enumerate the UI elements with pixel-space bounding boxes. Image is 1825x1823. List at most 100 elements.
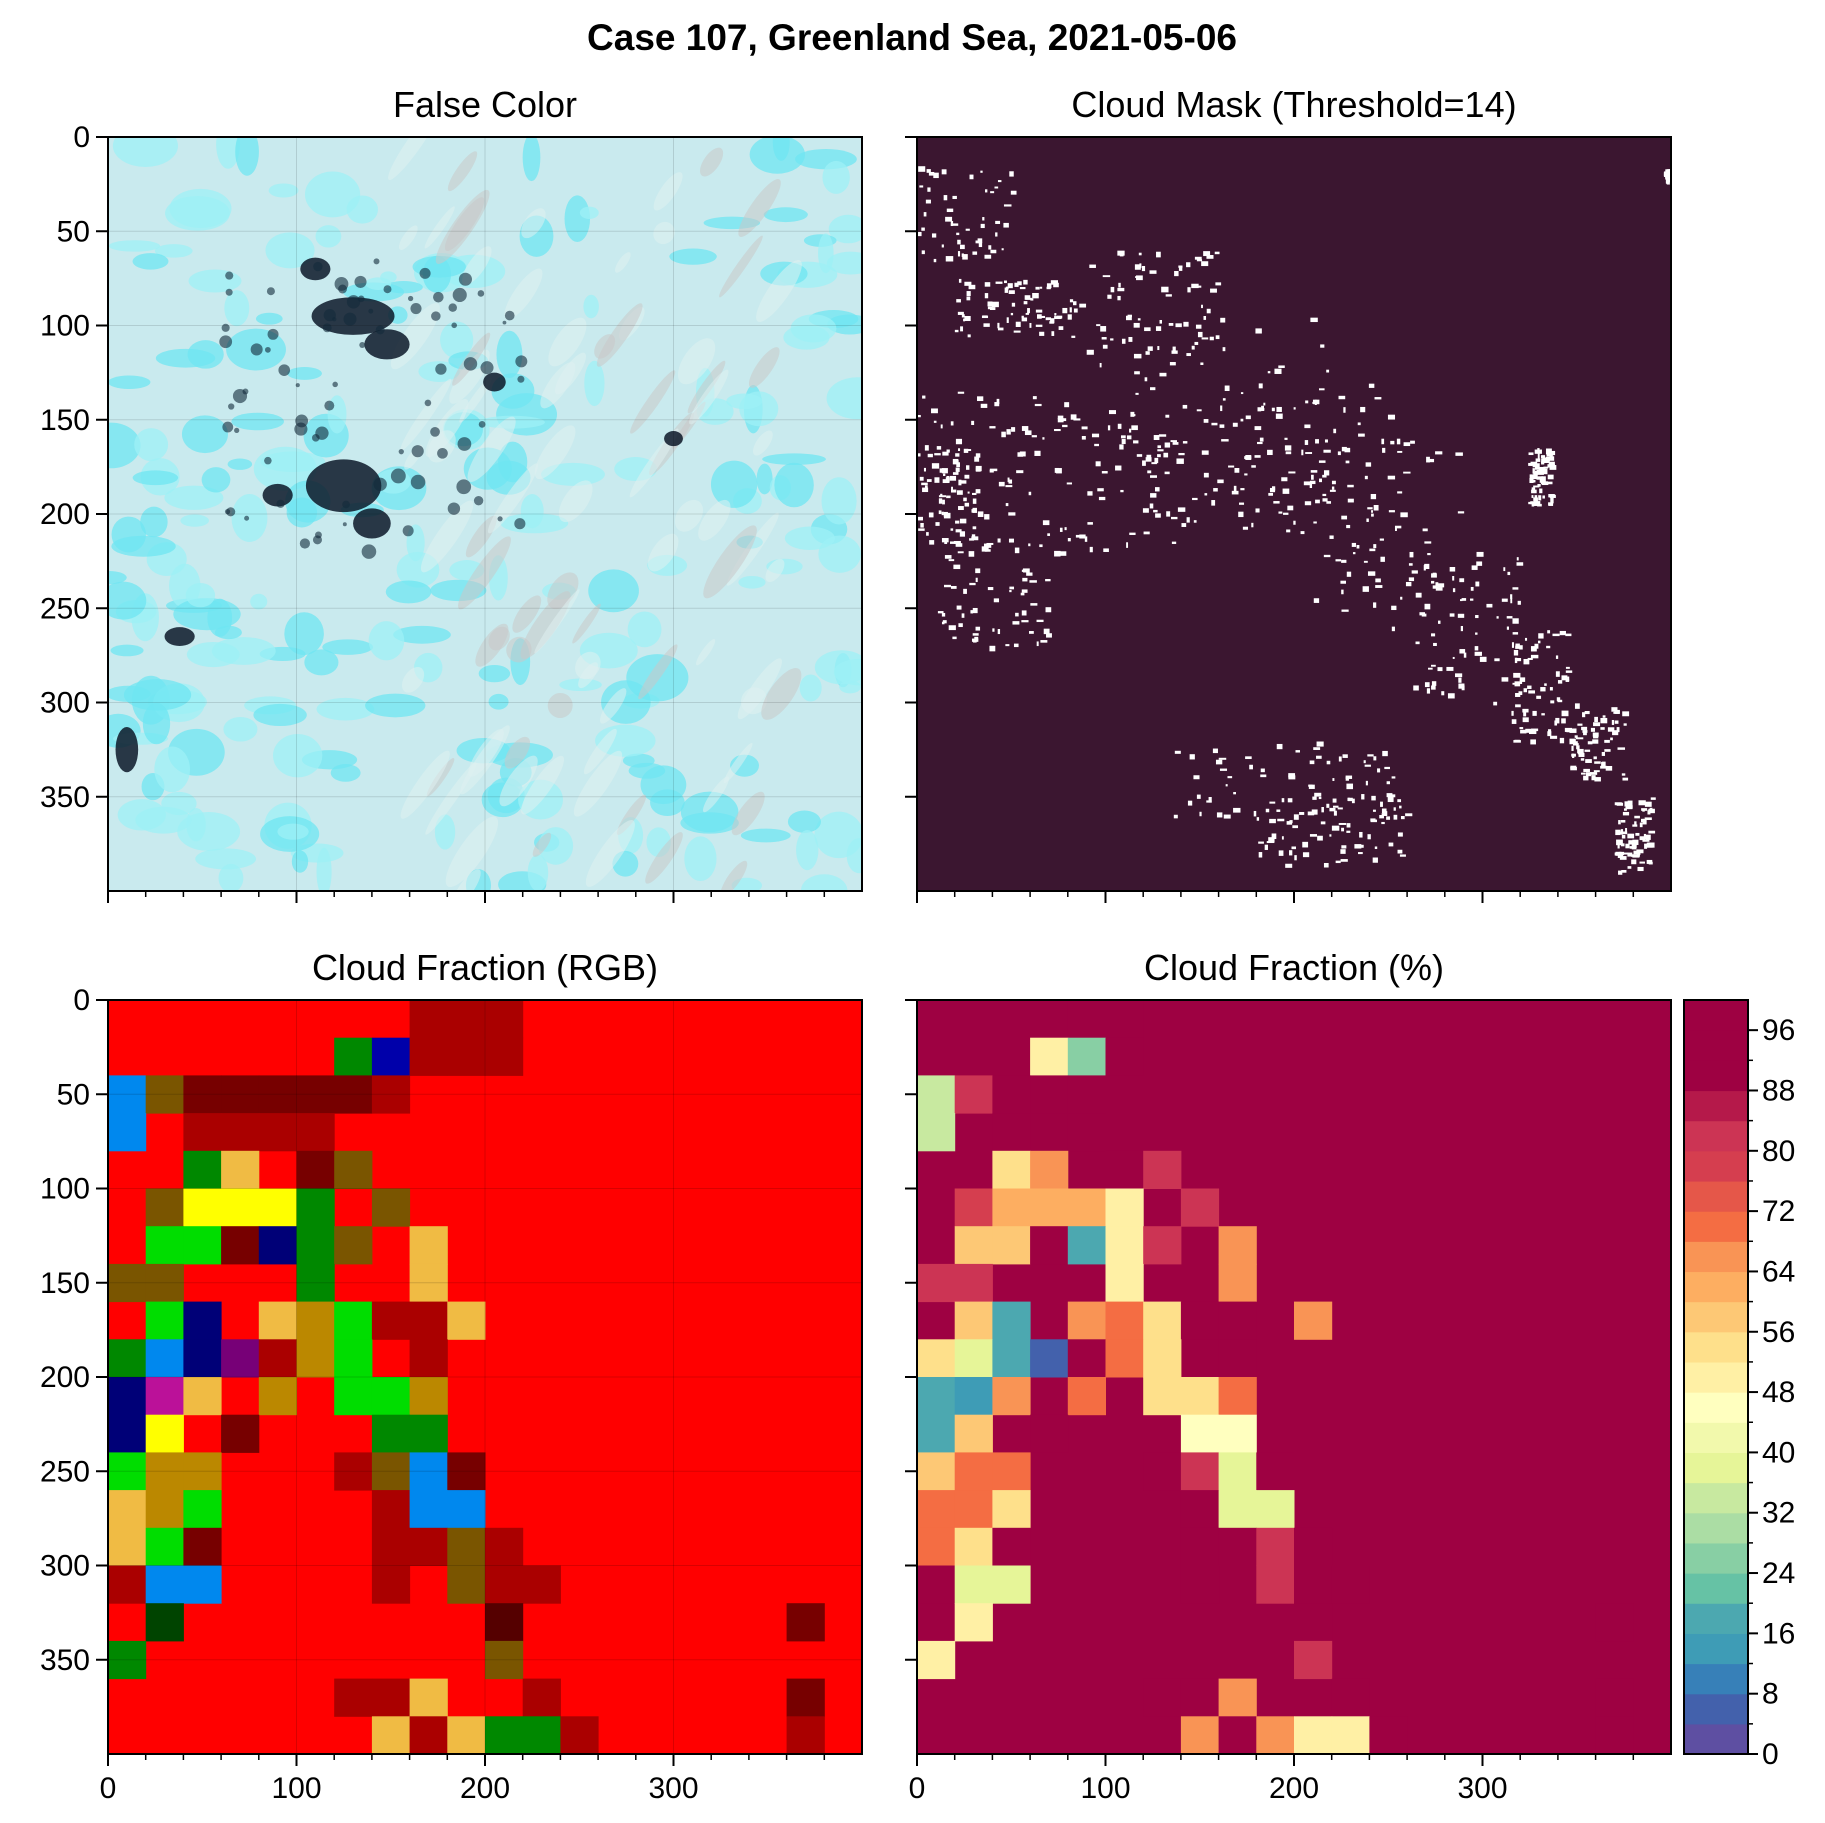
cell [1106,1151,1144,1189]
cell [992,1075,1030,1113]
cell [1068,1226,1106,1264]
cell [1181,1189,1219,1227]
cell [183,1113,221,1151]
cell [1143,1452,1181,1490]
panel-cf-rgb: Cloud Fraction (RGB)0 100 200 3000501001502… [40,947,862,1805]
colorbar-tick-label: 48 [1762,1376,1795,1409]
colorbar-segment [1684,1271,1748,1302]
cell [410,1377,448,1415]
cell [1106,1339,1144,1377]
cell [992,1151,1030,1189]
cell [917,1113,955,1151]
cell [787,1679,825,1717]
cell [259,1377,297,1415]
cell [372,1679,410,1717]
cell [146,1189,184,1227]
cell [917,1528,955,1566]
cell [1294,1641,1332,1679]
colorbar-segment [1684,1452,1748,1483]
cell [1294,1566,1332,1604]
cell [447,1038,485,1076]
x-tick-label: 0 [100,1772,117,1805]
colorbar-segment [1684,1362,1748,1393]
cell [485,1716,523,1754]
cell [183,1339,221,1377]
colorbar-tick-label: 96 [1762,1014,1795,1047]
cell [955,1415,993,1453]
cell [1219,1452,1257,1490]
cell [1596,1716,1634,1754]
cell [334,1377,372,1415]
cell [1256,1528,1294,1566]
cell [1332,1716,1370,1754]
cell [447,1528,485,1566]
panel-title: Cloud Mask (Threshold=14) [1071,84,1516,125]
x-tick-label: 100 [271,1772,321,1805]
cell [1068,1000,1106,1038]
cell [917,1452,955,1490]
colorbar-segment [1684,1724,1748,1755]
cell [183,1528,221,1566]
cell [1030,1113,1068,1151]
y-tick-label: 100 [40,1173,90,1206]
x-tick-label: 200 [1269,1772,1319,1805]
cell [992,1226,1030,1264]
cell [259,1189,297,1227]
cell [1143,1226,1181,1264]
colorbar-tick-label: 72 [1762,1195,1795,1228]
colorbar-tick-label: 0 [1762,1738,1779,1771]
colorbar-segment [1684,1633,1748,1664]
plot-area [917,1000,1671,1755]
cell [108,1415,146,1453]
cell [1596,1679,1634,1717]
colorbar-segment [1684,1392,1748,1423]
colorbar-segment [1684,1060,1748,1091]
cell [1256,1452,1294,1490]
cell [447,1000,485,1038]
cell [410,1679,448,1717]
cell [1219,1679,1257,1717]
cell [1294,1528,1332,1566]
cell [1294,1716,1332,1754]
cell [992,1528,1030,1566]
cell [1068,1038,1106,1076]
cell [410,1302,448,1340]
panels: False Color 0 50 100 150 200 250 300 350 Cloud Ma… [40,84,1676,1805]
y-tick-label: 0 [73,984,90,1017]
cell [485,1528,523,1566]
colorbar-segment [1684,1513,1748,1544]
cell [1219,1716,1257,1754]
cell [146,1490,184,1528]
cell [1219,1377,1257,1415]
cell [1256,1716,1294,1754]
cell [992,1452,1030,1490]
cell [992,1490,1030,1528]
colorbar-segment [1684,1241,1748,1272]
cell [917,1415,955,1453]
cell [1219,1490,1257,1528]
cell [1181,1490,1219,1528]
colorbar-segment [1684,1573,1748,1604]
cell [1068,1302,1106,1340]
cell [259,1302,297,1340]
cell [1181,1528,1219,1566]
colorbar-tick-label: 80 [1762,1135,1795,1168]
cell [108,1113,146,1151]
cell [1219,1264,1257,1302]
cell [1332,1566,1370,1604]
cell [917,1377,955,1415]
cell [992,1302,1030,1340]
colorbar-segment [1684,1181,1748,1212]
cell [485,1603,523,1641]
cell [955,1566,993,1604]
cell [955,1075,993,1113]
cell [259,1226,297,1264]
cell [1106,1189,1144,1227]
figure-title: Case 107, Greenland Sea, 2021-05-06 [587,17,1237,58]
panel-title: Cloud Fraction (RGB) [312,947,658,988]
colorbar-segment [1684,1664,1748,1695]
cell [1068,1189,1106,1227]
cell [372,1377,410,1415]
colorbar-tick-label: 16 [1762,1617,1795,1650]
